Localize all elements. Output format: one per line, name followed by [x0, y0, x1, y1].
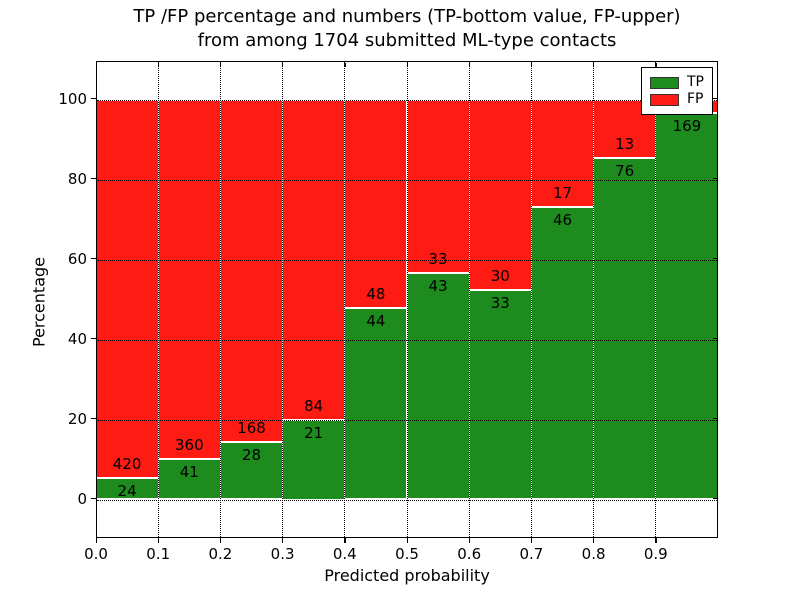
x-tick-mark	[344, 538, 346, 543]
v-gridline	[344, 62, 346, 537]
bar-tp-segment	[406, 273, 470, 500]
chart-title-line1: TP /FP percentage and numbers (TP-bottom…	[133, 6, 681, 27]
bar-fp-count-label: 420	[112, 454, 142, 473]
legend-tp-label: TP	[687, 74, 704, 90]
y-tick-mark	[91, 257, 96, 260]
chart-title-line2: from among 1704 submitted ML-type contac…	[197, 29, 617, 51]
bar-tp-segment	[468, 289, 532, 500]
bar-fp-count-label: 33	[428, 250, 448, 269]
bar-tp-count-label: 21	[304, 423, 324, 442]
bar-tp-count-label: 76	[615, 161, 635, 180]
bar-fp-count-label: 168	[237, 419, 266, 438]
v-gridline	[593, 62, 595, 537]
y-tick-label: 80	[67, 169, 87, 188]
x-top-tick-mark	[95, 62, 97, 67]
v-gridline	[157, 62, 159, 537]
x-tick-mark	[95, 538, 97, 543]
v-gridline	[468, 62, 470, 537]
x-axis-label: Predicted probability	[324, 566, 490, 585]
legend-fp-label: FP	[687, 91, 704, 107]
x-tick-mark	[219, 538, 222, 543]
plot-area: 420 24 360 41 168 28 84 21 48 44 33 43 30 33 17 46 13 76 1…	[96, 61, 718, 538]
chart-title: TP /FP percentage and numbers (TP-bottom…	[96, 5, 718, 52]
y-right-tick-mark	[712, 257, 717, 260]
y-right-tick-mark	[712, 177, 717, 180]
bar-fp-segment	[530, 99, 595, 208]
bar-tp-segment	[219, 442, 284, 500]
y-tick-mark	[91, 497, 96, 500]
bar-tp-count-label: 44	[366, 312, 386, 331]
y-tick-label: 0	[77, 489, 87, 508]
x-tick-mark	[655, 538, 657, 543]
x-tick-mark	[282, 538, 284, 543]
bar-fp-segment	[468, 99, 532, 290]
bar-fp-segment	[97, 99, 159, 478]
v-gridline	[530, 62, 532, 537]
x-tick-label: 0.4	[332, 545, 357, 563]
bar-fp-segment	[344, 99, 408, 309]
y-tick-label: 60	[67, 249, 87, 268]
legend-entry-fp: FP	[650, 92, 704, 107]
bar-tp-segment	[593, 157, 657, 500]
y-tick-label: 20	[67, 409, 87, 428]
bar-tp-segment	[655, 113, 717, 500]
x-tick-mark	[530, 538, 533, 543]
v-gridline	[219, 62, 221, 537]
legend-fp-swatch	[650, 93, 679, 106]
bar-tp-count-label: 33	[490, 293, 510, 312]
x-tick-mark	[157, 538, 160, 543]
bar-tp-count-label: 46	[552, 211, 573, 230]
bar-tp-count-label: 41	[179, 462, 199, 481]
y-right-tick-mark	[712, 97, 717, 100]
bar-tp-count-label: 28	[241, 446, 262, 465]
bar-tp-segment	[344, 308, 408, 500]
y-right-tick-mark	[712, 497, 717, 500]
y-tick-mark	[91, 337, 96, 340]
y-right-tick-mark	[712, 417, 717, 420]
bar-tp-count-label: 169	[672, 117, 702, 136]
x-tick-label: 0.8	[581, 545, 606, 563]
bar-fp-count-label: 30	[490, 266, 510, 285]
bar-fp-segment	[406, 99, 470, 274]
v-gridline	[655, 62, 657, 537]
y-tick-label: 40	[67, 329, 87, 348]
x-tick-label: 0.3	[270, 545, 295, 563]
x-tick-label: 0.6	[457, 545, 482, 563]
x-tick-mark	[468, 538, 471, 543]
x-tick-label: 0.9	[643, 545, 668, 563]
bar-tp-segment	[282, 419, 346, 500]
bar-tp-count-label: 24	[117, 481, 137, 500]
bar-tp-count-label: 43	[428, 277, 448, 296]
v-gridline	[282, 62, 284, 537]
x-tick-mark	[593, 538, 595, 543]
legend-tp-swatch	[650, 76, 679, 89]
y-tick-mark	[91, 417, 96, 420]
y-right-tick-mark	[712, 337, 717, 340]
bar-fp-segment	[157, 99, 221, 459]
y-tick-label: 100	[58, 89, 87, 108]
x-tick-label: 0.2	[208, 545, 233, 563]
bar-tp-segment	[530, 207, 595, 500]
bar-fp-segment	[219, 99, 284, 443]
v-gridline	[406, 62, 408, 537]
legend-entry-tp: TP	[650, 75, 704, 90]
legend: TP FP	[641, 67, 713, 115]
x-tick-label: 0.0	[84, 545, 108, 563]
bar-fp-count-label: 17	[552, 184, 573, 203]
bar-fp-count-label: 13	[615, 134, 635, 153]
x-tick-mark	[406, 538, 408, 543]
x-tick-label: 0.7	[519, 545, 544, 563]
bar-fp-count-label: 84	[304, 396, 324, 415]
bar-fp-count-label: 360	[174, 435, 204, 454]
bar-fp-count-label: 48	[366, 285, 386, 304]
x-tick-label: 0.1	[146, 545, 171, 563]
y-tick-mark	[91, 177, 96, 180]
x-tick-label: 0.5	[395, 545, 419, 563]
y-tick-mark	[91, 97, 96, 100]
